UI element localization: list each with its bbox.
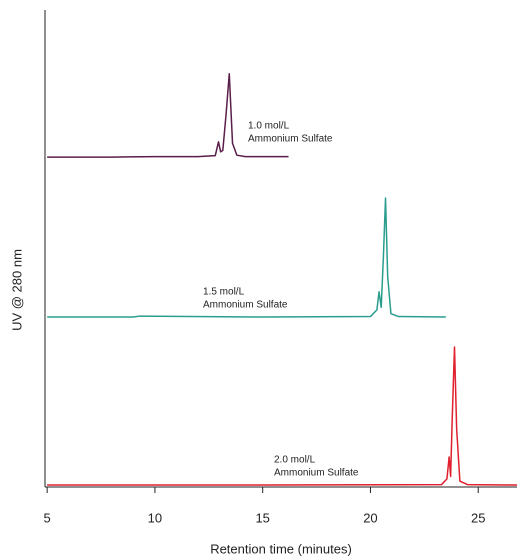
x-tick-label: 20 bbox=[363, 510, 377, 525]
annotation: 2.0 mol/L bbox=[274, 455, 316, 466]
x-tick-label: 5 bbox=[44, 510, 51, 525]
trace bbox=[47, 197, 446, 318]
x-tick-label: 25 bbox=[471, 510, 485, 525]
annotation: Ammonium Sulfate bbox=[274, 468, 359, 479]
annotation: Ammonium Sulfate bbox=[248, 134, 333, 145]
annotation: 1.5 mol/L bbox=[203, 287, 245, 298]
x-tick-label: 15 bbox=[255, 510, 269, 525]
x-axis-label: Retention time (minutes) bbox=[210, 541, 352, 556]
trace bbox=[47, 346, 517, 486]
annotation: 1.0 mol/L bbox=[248, 121, 290, 132]
annotation: Ammonium Sulfate bbox=[203, 300, 288, 311]
trace bbox=[47, 73, 289, 158]
x-tick-label: 10 bbox=[148, 510, 162, 525]
y-axis-label: UV @ 280 nm bbox=[9, 249, 24, 331]
